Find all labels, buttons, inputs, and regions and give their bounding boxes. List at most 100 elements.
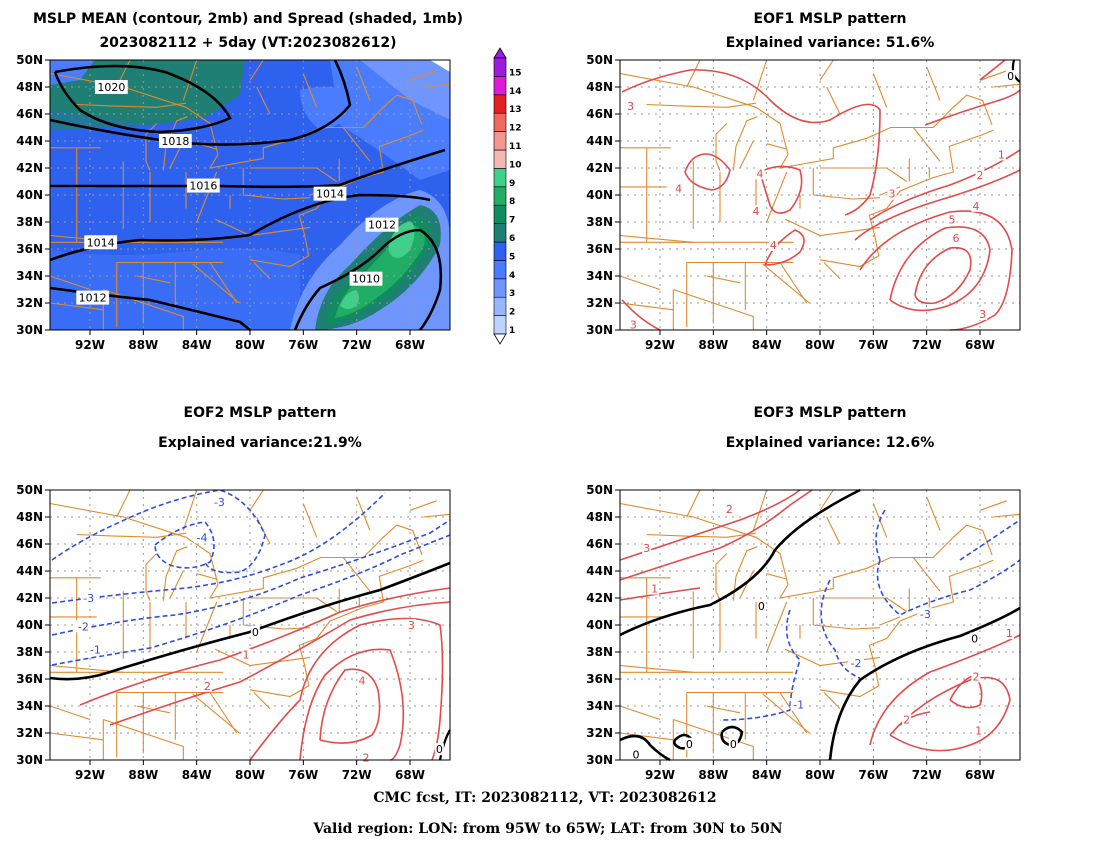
contour-label-box — [650, 582, 660, 595]
x-tick-label: 76W — [288, 768, 318, 782]
state-border — [646, 102, 757, 108]
state-border — [619, 732, 674, 741]
state-border — [619, 705, 661, 721]
state-border — [249, 489, 264, 511]
state-border — [732, 116, 758, 171]
y-tick-label: 38N — [16, 215, 43, 229]
y-tick-label: 50N — [16, 53, 43, 67]
contour-label: 4 — [770, 239, 777, 252]
state-border — [619, 234, 694, 243]
colorbar-swatch — [493, 186, 507, 206]
contour-label-box — [80, 592, 97, 604]
state-border — [766, 171, 788, 223]
contour-label: 1 — [243, 649, 250, 662]
y-tick-label: 46N — [16, 107, 43, 121]
x-tick-label: 76W — [288, 338, 318, 352]
state-border — [182, 59, 198, 101]
contour-label: 0 — [730, 738, 737, 751]
x-tick-label: 88W — [128, 338, 158, 352]
state-border — [739, 570, 754, 599]
contour-label-box — [751, 205, 761, 218]
state-border — [646, 532, 757, 538]
x-tick-label: 68W — [395, 768, 425, 782]
state-border — [762, 263, 810, 304]
contour-label: -1 — [793, 699, 804, 712]
colorbar-tick-label: 2 — [509, 308, 515, 318]
contour-label-box — [628, 318, 638, 331]
state-border — [145, 553, 158, 601]
contour-label-box — [848, 656, 864, 669]
colorbar-tick-label: 3 — [509, 289, 515, 299]
contour-label: 0 — [436, 743, 443, 756]
state-border — [826, 516, 841, 545]
contour-label-box — [313, 186, 347, 201]
colorbar-tick-label: 8 — [509, 197, 515, 207]
contour-label: 1010 — [352, 273, 380, 286]
colorbar-swatch — [493, 260, 507, 280]
contour-label-box — [361, 751, 371, 764]
x-tick-label: 76W — [858, 768, 888, 782]
state-border — [993, 83, 1021, 88]
state-border — [706, 275, 741, 284]
state-border — [926, 496, 941, 531]
colorbar-tick-label: 14 — [509, 87, 522, 97]
y-tick-label: 36N — [586, 672, 613, 686]
contour-label-box — [75, 620, 92, 633]
y-tick-label: 38N — [586, 215, 613, 229]
contour-label: 4 — [757, 167, 764, 180]
y-tick-label: 42N — [16, 591, 43, 605]
state-border — [766, 601, 788, 653]
panel3-title: EOF2 MSLP pattern — [184, 405, 337, 421]
panel3-subtitle: Explained variance:21.9% — [158, 435, 362, 451]
y-tick-label: 44N — [586, 564, 613, 578]
panel2-title: EOF1 MSLP pattern — [754, 11, 907, 27]
contour-label-box — [902, 713, 912, 726]
contour-label: -4 — [197, 531, 208, 544]
state-border — [752, 59, 768, 101]
colorbar-swatch — [493, 149, 507, 169]
y-tick-label: 34N — [16, 699, 43, 713]
y-tick-label: 44N — [586, 134, 613, 148]
state-border — [103, 718, 184, 760]
colorbar-swatch — [493, 278, 507, 298]
colorbar-tick-label: 5 — [509, 252, 515, 262]
state-border — [182, 489, 198, 531]
state-border — [145, 123, 158, 171]
colorbar-bottom-arrow — [493, 333, 507, 345]
state-border — [993, 513, 1021, 518]
contour-label-box — [790, 698, 807, 711]
contour-label: 0 — [686, 738, 693, 751]
eof1-panel: 0 1 2 3 4 5 6 3 4 4 4 4 3 3 92W 88W 84W 80W 76W 72W 68W 30N 3… — [586, 53, 1021, 352]
contour-label: 1018 — [161, 135, 189, 148]
contour-label: 1 — [975, 724, 982, 737]
contour-label-box — [728, 737, 738, 750]
state-border — [813, 194, 881, 200]
contour-label: 2 — [973, 670, 980, 683]
x-tick-label: 80W — [805, 768, 835, 782]
contour-label: 3 — [889, 188, 896, 201]
state-border — [136, 275, 171, 284]
contour-label: 2 — [903, 714, 910, 727]
state-border — [192, 263, 240, 304]
colorbar-swatch — [493, 296, 507, 316]
state-border — [256, 86, 271, 115]
contour-label: 3 — [408, 619, 415, 632]
x-tick-label: 72W — [342, 768, 372, 782]
contour-label: 0 — [758, 600, 765, 613]
state-border — [813, 624, 881, 630]
state-border — [706, 705, 741, 714]
contour-label-box — [755, 167, 765, 180]
y-tick-label: 40N — [16, 618, 43, 632]
state-border — [673, 718, 754, 760]
contour-label: 1 — [998, 149, 1005, 162]
contour-label: 0 — [633, 749, 640, 762]
contour-label-box — [87, 643, 104, 656]
x-tick-label: 92W — [645, 338, 675, 352]
state-border — [715, 123, 728, 171]
contour-label-box — [971, 670, 981, 683]
x-tick-label: 84W — [752, 338, 782, 352]
contour-label-box — [94, 80, 128, 94]
colorbar-tick-label: 6 — [509, 234, 515, 244]
contour-label: 0 — [971, 633, 978, 646]
